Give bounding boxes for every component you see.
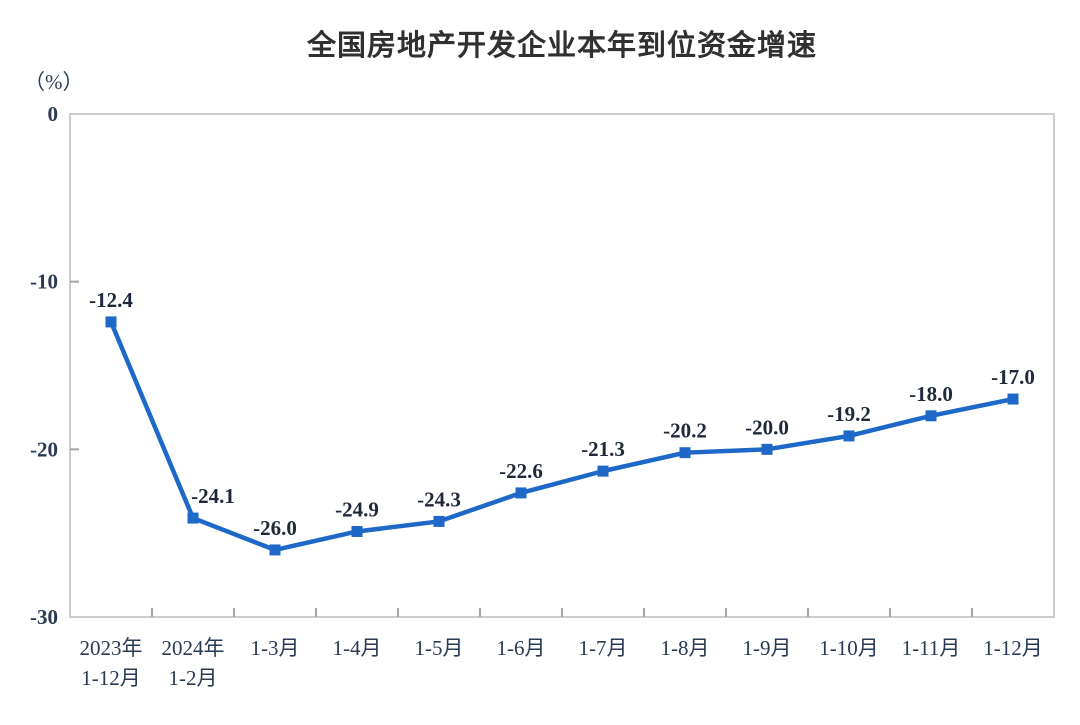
y-axis-tick-label: -30 <box>30 605 58 629</box>
y-axis-unit-label: （%） <box>24 70 84 94</box>
data-point-marker <box>187 512 199 524</box>
x-axis-label: 2024年 <box>162 636 225 660</box>
data-line <box>108 321 1014 553</box>
data-point-marker <box>597 465 609 477</box>
data-point-label: -19.2 <box>827 402 871 426</box>
y-axis-tick-label: -10 <box>30 270 58 294</box>
data-point-marker <box>925 410 937 422</box>
x-axis-label: 1-6月 <box>497 636 546 660</box>
x-axis-label: 1-5月 <box>415 636 464 660</box>
plot-border <box>69 113 1055 618</box>
x-axis-label: 1-9月 <box>743 636 792 660</box>
data-point-label: -24.1 <box>191 484 235 508</box>
data-point-marker <box>515 487 527 499</box>
data-point-marker <box>679 447 691 459</box>
data-point-label: -18.0 <box>909 382 953 406</box>
data-point-label: -17.0 <box>991 365 1035 389</box>
data-point-label: -24.9 <box>335 497 379 521</box>
data-point-marker <box>843 430 855 442</box>
y-axis-tick-label: -20 <box>30 437 58 461</box>
x-axis-label: 1-2月 <box>169 666 218 690</box>
x-axis-label: 1-3月 <box>251 636 300 660</box>
y-axis-tick-label: 0 <box>48 102 59 126</box>
data-point-label: -24.3 <box>417 487 461 511</box>
x-axis-label: 1-7月 <box>579 636 628 660</box>
x-axis-label: 2023年 <box>80 636 143 660</box>
data-point-label: -22.6 <box>499 459 543 483</box>
x-axis-label: 1-11月 <box>902 636 961 660</box>
data-point-label: -20.0 <box>745 415 789 439</box>
data-point-marker <box>269 544 281 556</box>
data-point-label: -26.0 <box>253 516 297 540</box>
data-point-label: -20.2 <box>663 419 707 443</box>
data-point-label: -21.3 <box>581 437 625 461</box>
x-axis-label: 1-4月 <box>333 636 382 660</box>
x-axis-label: 1-12月 <box>81 666 141 690</box>
x-axis-label: 1-10月 <box>819 636 879 660</box>
x-axis-label: 1-8月 <box>661 636 710 660</box>
data-point-marker <box>761 443 773 455</box>
data-point-marker <box>433 515 445 527</box>
data-point-label: -12.4 <box>89 288 133 312</box>
data-point-marker <box>105 316 117 328</box>
x-axis-label: 1-12月 <box>983 636 1043 660</box>
data-point-marker <box>351 525 363 537</box>
data-point-marker <box>1007 393 1019 405</box>
chart-title: 全国房地产开发企业本年到位资金增速 <box>306 30 817 62</box>
